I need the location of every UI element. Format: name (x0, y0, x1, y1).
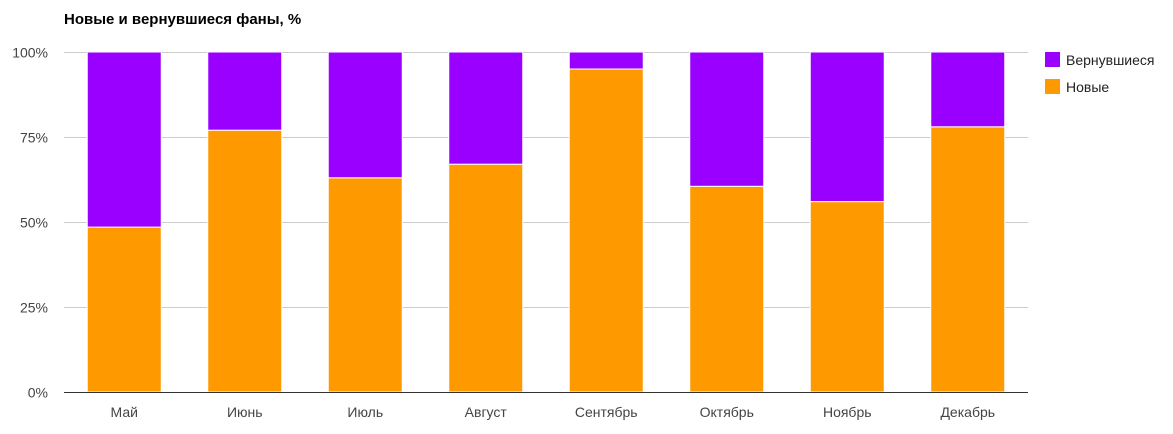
x-axis-ticks: Май Июнь Июль Август Сентябрь Октябрь Ноябрь Де… (111, 404, 996, 420)
x-tick-label: Ноябрь (823, 404, 872, 420)
x-tick-label: Декабрь (940, 404, 995, 420)
legend-label: Вернувшиеся (1066, 52, 1155, 68)
y-tick-label: 100% (12, 45, 48, 61)
y-axis-ticks: 0% 25% 50% 75% 100% (12, 45, 48, 401)
y-tick-label: 0% (28, 385, 48, 401)
bars (86, 51, 1006, 393)
bar-new-6 (809, 201, 885, 393)
y-tick-label: 25% (20, 300, 48, 316)
x-tick-label: Май (111, 404, 138, 420)
bar-new-2 (327, 177, 403, 393)
bar-new-5 (689, 185, 765, 393)
bar-returning-1 (207, 51, 283, 131)
bar-new-1 (207, 129, 283, 393)
legend-swatch (1045, 79, 1060, 94)
x-tick-label: Июнь (227, 404, 263, 420)
bar-returning-0 (86, 51, 162, 228)
x-tick-label: Июль (347, 404, 383, 420)
bar-returning-4 (568, 51, 644, 70)
x-tick-label: Август (465, 404, 508, 420)
legend-swatch (1045, 52, 1060, 67)
bar-returning-3 (448, 51, 524, 165)
x-tick-label: Сентябрь (575, 404, 638, 420)
x-tick-label: Октябрь (700, 404, 754, 420)
bar-returning-2 (327, 51, 403, 179)
bar-returning-6 (809, 51, 885, 203)
y-tick-label: 50% (20, 215, 48, 231)
bar-new-0 (86, 226, 162, 393)
chart-title: Новые и вернувшиеся фаны, % (64, 11, 301, 28)
bar-new-4 (568, 68, 644, 393)
legend-label: Новые (1066, 79, 1109, 95)
bar-new-3 (448, 163, 524, 393)
legend: Вернувшиеся Новые (1045, 52, 1155, 95)
bar-new-7 (930, 126, 1006, 393)
y-tick-label: 75% (20, 130, 48, 146)
bar-returning-5 (689, 51, 765, 187)
bar-returning-7 (930, 51, 1006, 128)
